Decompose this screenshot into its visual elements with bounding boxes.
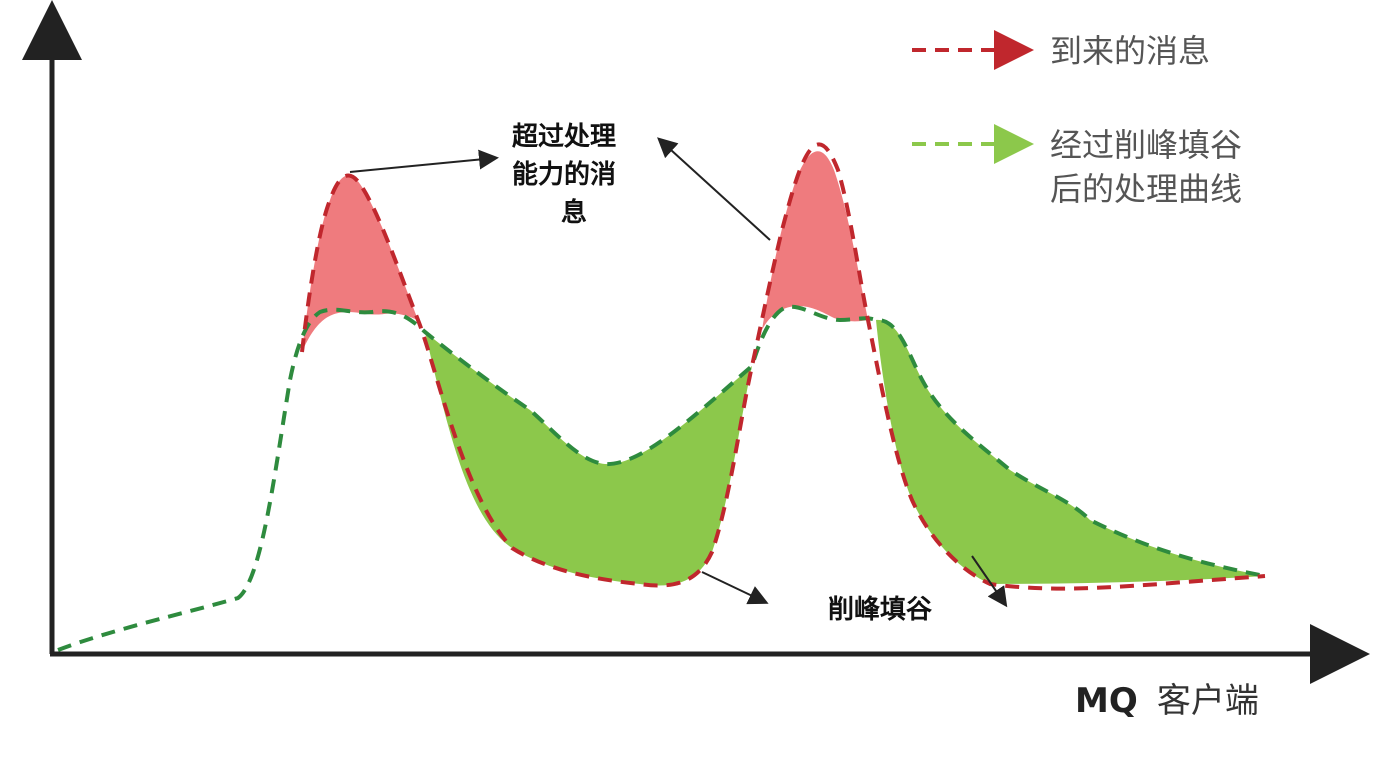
x-axis-label: MQ 客户端 [1075, 681, 1259, 721]
x-axis-label-client: 客户端 [1157, 681, 1259, 721]
processed-curve [57, 304, 1266, 652]
excess-pointer-left [349, 149, 499, 173]
excess-area-peak-1 [302, 175, 418, 352]
legend-processed-label-line-1: 经过削峰填谷 [1050, 126, 1242, 164]
excess-area-peak-2 [762, 151, 868, 330]
legend-arriving-label: 到来的消息 [1050, 32, 1210, 70]
excess-annotation-line-3: 息 [561, 197, 587, 228]
excess-annotation-line-2: 能力的消 [512, 159, 616, 190]
valley-fill-2 [876, 319, 1265, 584]
x-axis-label-mq: MQ [1075, 681, 1138, 721]
valley-fill-1 [425, 332, 752, 586]
arriving-curve [300, 142, 1266, 591]
excess-pointer-right [657, 137, 771, 241]
shaving-pointer-left [701, 571, 769, 605]
shaving-pointer-right [971, 555, 1008, 608]
shaving-annotation: 削峰填谷 [828, 595, 933, 625]
legend-processed-label-line-2: 后的处理曲线 [1050, 170, 1242, 208]
excess-annotation-line-1: 超过处理 [512, 122, 616, 152]
